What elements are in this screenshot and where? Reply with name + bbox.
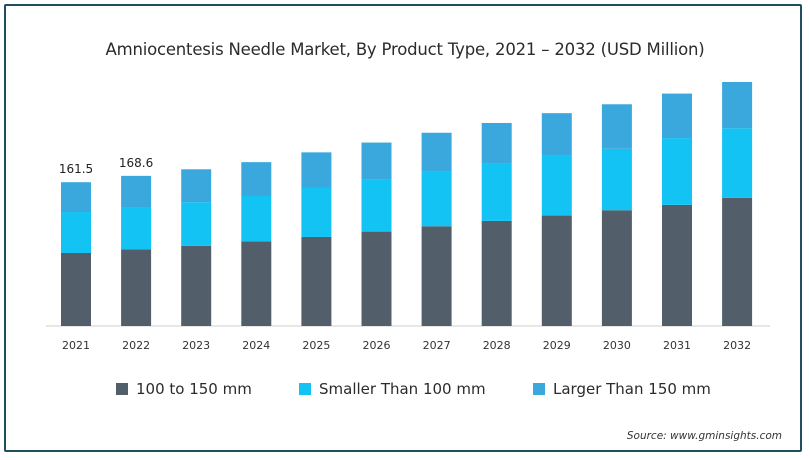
bar-2032-series-1 — [722, 128, 753, 198]
legend-item: Larger Than 150 mm — [533, 380, 711, 398]
bar-2021-series-0 — [61, 252, 91, 326]
bar-2031-series-2 — [662, 93, 692, 139]
bar-chart: 2021 161.5 2022 168.6 2023 2024 2025 2026 2027 20… — [46, 82, 770, 352]
legend-swatch — [116, 383, 128, 395]
bar-2021-series-2 — [61, 182, 91, 213]
x-tick-label: 2030 — [603, 339, 631, 352]
legend-label: Larger Than 150 mm — [553, 380, 711, 398]
bar-2032-series-2 — [722, 82, 753, 129]
chart-title: Amniocentesis Needle Market, By Product … — [105, 40, 705, 59]
x-tick-label: 2029 — [543, 339, 571, 352]
bar-2025-series-1 — [301, 187, 332, 237]
x-tick-label: 2023 — [182, 339, 210, 352]
bar-2023-series-2 — [181, 169, 212, 203]
x-tick-label: 2028 — [483, 339, 511, 352]
legend-swatch — [299, 383, 311, 395]
x-tick-label: 2022 — [122, 339, 150, 352]
data-label: 168.6 — [119, 156, 153, 170]
bar-2024-series-1 — [241, 195, 272, 242]
source-note: Source: www.gminsights.com — [626, 430, 782, 442]
x-tick-label: 2025 — [302, 339, 330, 352]
bar-2032-series-0 — [722, 197, 753, 326]
legend-label: Smaller Than 100 mm — [319, 380, 486, 398]
bar-2024-series-0 — [241, 241, 272, 326]
legend-item: Smaller Than 100 mm — [299, 380, 486, 398]
bar-2029-series-0 — [541, 215, 572, 326]
bar-2022-series-2 — [121, 175, 152, 208]
bar-2031-series-0 — [662, 204, 692, 326]
legend-label: 100 to 150 mm — [136, 380, 252, 398]
bar-2023-series-0 — [181, 245, 212, 326]
bar-2026-series-0 — [361, 231, 392, 326]
bar-2030-series-0 — [601, 210, 632, 326]
x-tick-label: 2032 — [723, 339, 751, 352]
bar-2029-series-2 — [541, 113, 572, 156]
bar-2022-series-0 — [121, 249, 152, 326]
data-label: 161.5 — [59, 162, 93, 176]
legend-item: 100 to 150 mm — [116, 380, 252, 398]
bar-2028-series-0 — [481, 220, 512, 326]
x-tick-label: 2026 — [363, 339, 391, 352]
bar-2029-series-1 — [541, 155, 572, 216]
bar-2024-series-2 — [241, 162, 272, 196]
legend: 100 to 150 mm Smaller Than 100 mm Larger T… — [0, 380, 810, 404]
legend-swatch — [533, 383, 545, 395]
bar-2027-series-1 — [421, 171, 452, 227]
bar-2025-series-0 — [301, 236, 332, 326]
bar-2028-series-2 — [481, 122, 512, 164]
bar-2026-series-1 — [361, 179, 392, 232]
bar-2028-series-1 — [481, 163, 512, 221]
bar-2026-series-2 — [361, 142, 392, 180]
bar-2022-series-1 — [121, 207, 152, 250]
x-tick-label: 2027 — [423, 339, 451, 352]
bar-2021-series-1 — [61, 212, 91, 253]
bar-2031-series-1 — [662, 138, 692, 205]
bar-2030-series-2 — [601, 104, 632, 149]
bar-2023-series-1 — [181, 202, 212, 246]
bar-2025-series-2 — [301, 152, 332, 188]
x-tick-label: 2031 — [663, 339, 691, 352]
x-tick-label: 2024 — [242, 339, 270, 352]
x-tick-label: 2021 — [62, 339, 90, 352]
bar-2030-series-1 — [601, 148, 632, 211]
bar-2027-series-0 — [421, 226, 452, 326]
bar-2027-series-2 — [421, 132, 452, 172]
